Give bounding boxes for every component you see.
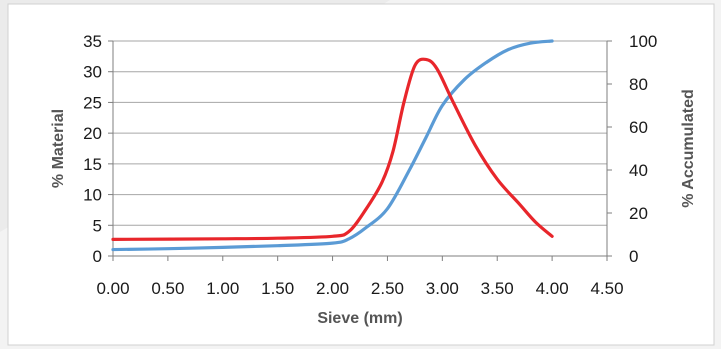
y2-tick-label: 60 xyxy=(629,118,648,137)
y2-tick-label: 0 xyxy=(629,247,638,266)
y-tick-label: 30 xyxy=(83,63,102,82)
y2-axis-title: % Accumulated xyxy=(680,89,697,208)
y2-tick-label: 40 xyxy=(629,161,648,180)
series-line-accumulated xyxy=(111,39,554,252)
x-tick-label: 1.00 xyxy=(206,279,239,298)
series-lines xyxy=(111,39,554,252)
x-tick-label: 2.00 xyxy=(316,279,349,298)
x-tick-label: 3.00 xyxy=(426,279,459,298)
series-line-material xyxy=(111,57,554,242)
axes xyxy=(108,40,612,261)
x-tick-label: 4.50 xyxy=(590,279,623,298)
x-tick-label: 2.50 xyxy=(371,279,404,298)
y-tick-label: 5 xyxy=(93,216,102,235)
y2-tick-label: 80 xyxy=(629,75,648,94)
y-tick-label: 15 xyxy=(83,155,102,174)
chart-area-border xyxy=(7,3,715,346)
x-tick-label: 0.00 xyxy=(96,279,129,298)
x-axis-title: Sieve (mm) xyxy=(317,310,402,327)
y-tick-label: 35 xyxy=(83,32,102,51)
y-tick-label: 20 xyxy=(83,124,102,143)
x-tick-label: 3.50 xyxy=(481,279,514,298)
x-tick-label: 0.50 xyxy=(151,279,184,298)
x-tick-label: 1.50 xyxy=(261,279,294,298)
x-tick-label: 4.00 xyxy=(536,279,569,298)
y-tick-label: 0 xyxy=(93,247,102,266)
tick-labels: 0.00 0.50 1.00 1.50 2.00 2.50 3.00 3.50 4.00 4.50… xyxy=(83,32,657,298)
y-axis-title: % Material xyxy=(50,109,67,188)
y2-tick-label: 100 xyxy=(629,32,657,51)
y-tick-label: 10 xyxy=(83,186,102,205)
y2-tick-label: 20 xyxy=(629,204,648,223)
gridlines xyxy=(113,40,607,226)
y-tick-label: 25 xyxy=(83,93,102,112)
